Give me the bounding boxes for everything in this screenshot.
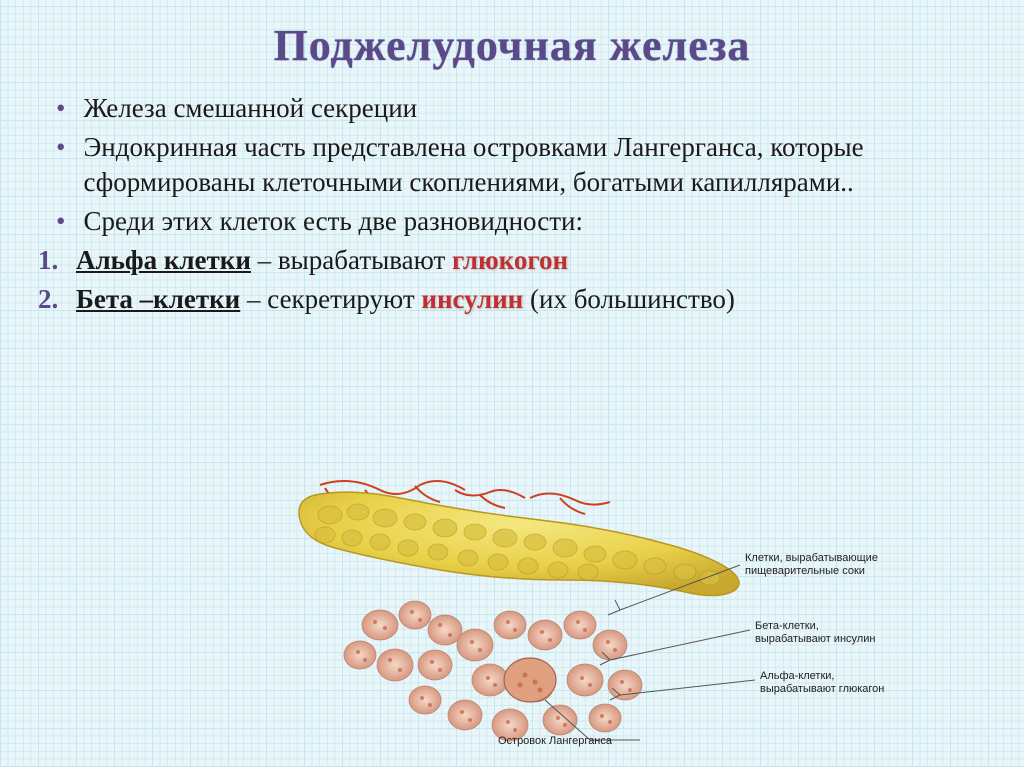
content-area: Железа смешанной секреции Эндокринная ча… bbox=[0, 71, 1024, 318]
numbered-2-end: (их большинство) bbox=[523, 284, 735, 314]
cell-clusters bbox=[344, 601, 642, 741]
label-islet: Островок Лангерганса bbox=[470, 735, 640, 748]
numbered-2-marker: 2. bbox=[38, 282, 76, 317]
slide-title: Поджелудочная железа bbox=[0, 0, 1024, 71]
numbered-2-label: Бета –клетки bbox=[76, 284, 240, 314]
numbered-1-red: глюкогон bbox=[452, 245, 568, 275]
pancreas-diagram: Клетки, вырабатывающиепищеварительные со… bbox=[290, 470, 930, 750]
label-digestive-cells: Клетки, вырабатывающиепищеварительные со… bbox=[745, 552, 878, 577]
numbered-2-red: инсулин bbox=[421, 284, 523, 314]
bullet-1-text: Железа смешанной секреции bbox=[83, 91, 417, 126]
numbered-1-marker: 1. bbox=[38, 243, 76, 278]
numbered-1: 1. Альфа клетки – вырабатывают глюкогон bbox=[38, 243, 974, 278]
label-alpha-cells: Альфа-клетки,вырабатывают глюкагон bbox=[760, 670, 884, 695]
numbered-2-mid: – секретируют bbox=[240, 284, 421, 314]
bullet-3: Среди этих клеток есть две разновидности… bbox=[60, 204, 974, 239]
numbered-1-mid: – вырабатывают bbox=[251, 245, 452, 275]
bullet-3-text: Среди этих клеток есть две разновидности… bbox=[83, 204, 583, 239]
bullet-2-text: Эндокринная часть представлена островкам… bbox=[83, 130, 974, 200]
numbered-1-label: Альфа клетки bbox=[76, 245, 251, 275]
label-beta-cells: Бета-клетки,вырабатывают инсулин bbox=[755, 620, 875, 645]
numbered-2: 2. Бета –клетки – секретируют инсулин (и… bbox=[38, 282, 974, 317]
bullet-1: Железа смешанной секреции bbox=[60, 91, 974, 126]
bullet-2: Эндокринная часть представлена островкам… bbox=[60, 130, 974, 200]
islet-of-langerhans bbox=[504, 658, 556, 702]
